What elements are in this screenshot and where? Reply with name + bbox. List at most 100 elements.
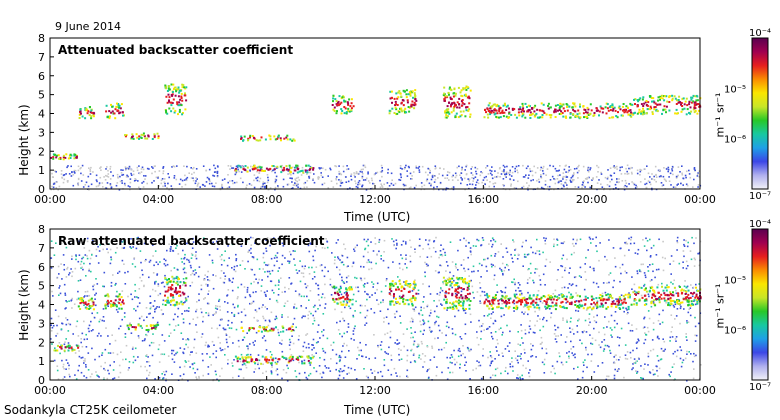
noise-point [509, 365, 512, 368]
noise-point [664, 179, 667, 181]
noise-point [103, 271, 106, 274]
noise-point [471, 174, 474, 176]
cloud-point [407, 93, 410, 96]
noise-point [377, 344, 379, 347]
noise-point [278, 237, 280, 239]
cloud-point [680, 102, 683, 104]
noise-point [258, 278, 260, 281]
noise-point [324, 283, 326, 286]
noise-point [259, 177, 262, 180]
noise-point [154, 283, 156, 285]
noise-point [604, 316, 606, 318]
noise-point [343, 292, 346, 294]
cloud-point [585, 111, 587, 114]
noise-point [636, 341, 639, 343]
noise-point [494, 374, 497, 377]
cloud-point [454, 114, 457, 117]
cloud-point [456, 106, 459, 109]
cloud-point [110, 304, 113, 307]
noise-point [338, 173, 341, 175]
noise-point [688, 169, 690, 172]
noise-point [375, 262, 377, 265]
noise-point [403, 184, 406, 187]
noise-point [148, 365, 151, 367]
cloud-point [565, 116, 568, 119]
noise-point [190, 177, 193, 179]
cloud-point [285, 165, 288, 168]
cloud-point [502, 104, 505, 107]
noise-point [346, 300, 348, 302]
noise-point [274, 284, 277, 287]
noise-point [76, 298, 78, 301]
noise-point [537, 315, 539, 317]
noise-point [50, 324, 52, 326]
noise-point [573, 172, 575, 174]
cloud-point [692, 94, 695, 97]
noise-point [534, 268, 537, 270]
noise-point [213, 164, 215, 167]
noise-point [532, 179, 534, 181]
noise-point [686, 339, 688, 341]
cloud-point [338, 95, 341, 98]
cloud-point [92, 301, 95, 304]
cloud-point [242, 360, 245, 363]
cloud-point [69, 157, 72, 159]
noise-point [156, 306, 158, 308]
noise-point [87, 327, 90, 330]
noise-point [50, 257, 53, 259]
noise-point [565, 182, 567, 184]
cloud-point [542, 110, 545, 113]
noise-point [110, 256, 112, 258]
noise-point [67, 342, 70, 344]
noise-point [313, 181, 316, 184]
noise-point [370, 241, 372, 243]
noise-point [485, 175, 487, 178]
noise-point [402, 268, 404, 271]
noise-point [615, 298, 617, 300]
noise-point [104, 361, 106, 364]
noise-point [494, 265, 496, 268]
cloud-point [135, 133, 138, 136]
noise-point [124, 333, 127, 335]
noise-point [655, 176, 658, 178]
noise-point [110, 171, 112, 173]
noise-point [236, 166, 239, 169]
cloud-point [404, 111, 406, 114]
noise-point [427, 320, 430, 323]
cloud-point [145, 324, 148, 327]
noise-point [585, 349, 587, 351]
noise-point [423, 307, 425, 309]
noise-point [608, 239, 610, 241]
cloud-point [173, 88, 175, 90]
noise-point [224, 354, 226, 356]
cloud-point [657, 96, 660, 99]
noise-point [581, 342, 583, 345]
noise-point [73, 171, 75, 173]
noise-point [460, 295, 462, 298]
noise-point [305, 346, 308, 349]
noise-point [569, 320, 572, 323]
noise-point [287, 173, 289, 175]
noise-point [593, 269, 595, 272]
noise-point [95, 304, 97, 307]
cloud-point [505, 109, 508, 111]
noise-point [137, 297, 140, 299]
cloud-point [350, 102, 353, 105]
noise-point [288, 344, 291, 346]
cloud-point [175, 282, 178, 285]
noise-point [347, 366, 350, 369]
noise-point [631, 173, 633, 175]
cloud-point [167, 281, 170, 284]
noise-point [574, 186, 577, 188]
noise-point [104, 348, 107, 351]
cloud-point [398, 90, 401, 93]
noise-point [88, 330, 90, 333]
noise-point [103, 367, 105, 370]
noise-point [379, 344, 382, 346]
noise-point [416, 346, 419, 348]
noise-point [290, 253, 292, 256]
noise-point [500, 372, 502, 375]
noise-point [421, 314, 424, 316]
noise-point [106, 304, 108, 306]
cloud-point [180, 97, 183, 99]
